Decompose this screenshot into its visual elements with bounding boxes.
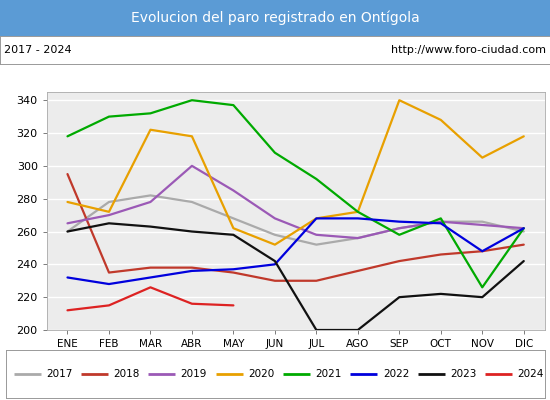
Text: 2017: 2017 bbox=[46, 369, 72, 379]
Text: 2021: 2021 bbox=[315, 369, 342, 379]
Text: 2017 - 2024: 2017 - 2024 bbox=[4, 45, 72, 55]
Text: 2018: 2018 bbox=[113, 369, 140, 379]
Text: 2019: 2019 bbox=[180, 369, 207, 379]
Text: 2022: 2022 bbox=[383, 369, 409, 379]
Text: 2024: 2024 bbox=[518, 369, 544, 379]
Text: 2020: 2020 bbox=[248, 369, 274, 379]
Text: http://www.foro-ciudad.com: http://www.foro-ciudad.com bbox=[390, 45, 546, 55]
Text: 2023: 2023 bbox=[450, 369, 476, 379]
Text: Evolucion del paro registrado en Ontígola: Evolucion del paro registrado en Ontígol… bbox=[131, 11, 419, 25]
